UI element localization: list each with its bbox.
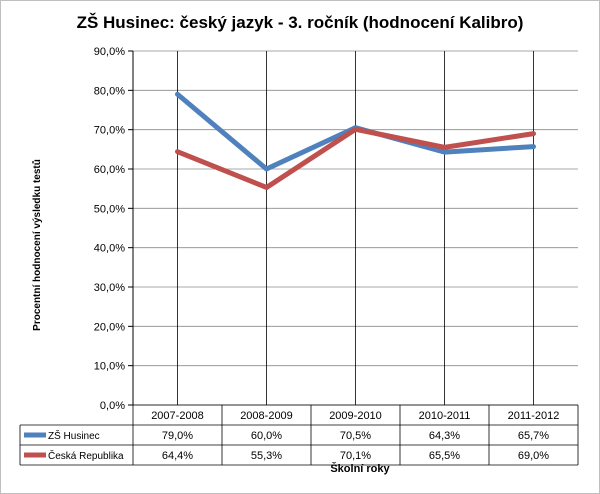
- series-line: [175, 126, 536, 190]
- table-value-cell: 55,3%: [251, 450, 282, 462]
- data-table: 2007-2008 2008-2009 2009-2010 2010-2011 2011…: [19, 404, 579, 466]
- x-category-label: 2008-2009: [240, 410, 293, 422]
- table-value-cell: 70,1%: [340, 450, 371, 462]
- legend-label: ZŠ Husinec: [48, 429, 100, 442]
- table-value-cell: 60,0%: [251, 430, 282, 442]
- y-tick-label: 60,0%: [94, 164, 125, 176]
- x-category-label: 2007-2008: [151, 410, 204, 422]
- table-value-cell: 64,3%: [429, 430, 460, 442]
- y-tick-label: 40,0%: [94, 243, 125, 255]
- y-axis-label: Procentní hodnocení výsledku testů: [31, 159, 43, 331]
- legend-label: Česká Republika: [48, 449, 124, 462]
- y-tick-label: 70,0%: [94, 125, 125, 137]
- table-value-cell: 69,0%: [518, 450, 549, 462]
- table-value-cell: 65,5%: [429, 450, 460, 462]
- x-category-label: 2010-2011: [419, 410, 471, 422]
- table-value-cell: 65,7%: [518, 430, 549, 442]
- y-tick-label: 50,0%: [94, 203, 125, 215]
- table-value-cell: 64,4%: [162, 450, 193, 462]
- y-tick-label: 90,0%: [94, 46, 125, 58]
- table-value-cell: 79,0%: [162, 430, 193, 442]
- chart-title: ZŠ Husinec: český jazyk - 3. ročník (hod…: [77, 13, 524, 32]
- x-category-label: 2009-2010: [329, 410, 382, 422]
- y-tick-label: 0,0%: [100, 400, 125, 412]
- y-tick-label: 20,0%: [94, 321, 125, 333]
- table-value-cell: 70,5%: [340, 430, 371, 442]
- y-tick-label: 10,0%: [94, 361, 125, 373]
- y-tick-label: 80,0%: [94, 85, 125, 97]
- x-axis-label: Školní roky: [330, 462, 390, 475]
- y-tick-label: 30,0%: [94, 282, 125, 294]
- x-category-label: 2011-2012: [508, 410, 560, 422]
